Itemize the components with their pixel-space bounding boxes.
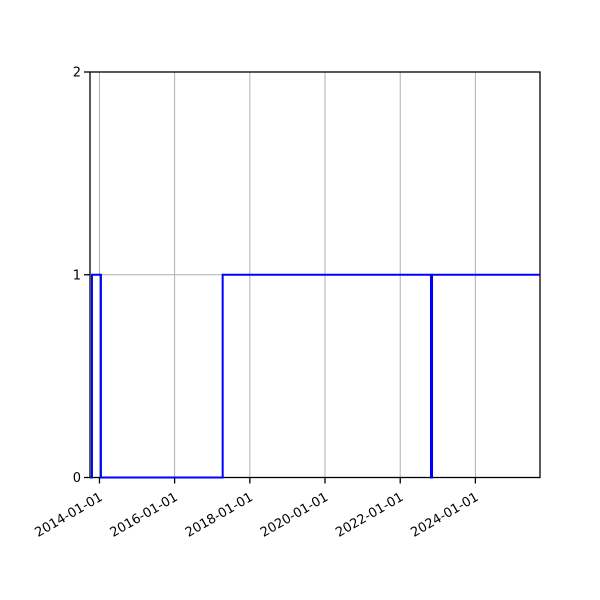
x-tick-label: 2018-01-01 <box>183 490 256 541</box>
x-tick-label: 2020-01-01 <box>258 490 331 541</box>
x-tick-label: 2014-01-01 <box>33 490 106 541</box>
x-tick-label: 2024-01-01 <box>408 490 481 541</box>
step-line <box>90 273 540 479</box>
y-tick-label: 1 <box>73 268 81 283</box>
x-tick-label: 2022-01-01 <box>333 490 406 541</box>
x-tick-label: 2016-01-01 <box>108 490 181 541</box>
y-tick-label: 0 <box>73 471 81 486</box>
y-tick-label: 2 <box>73 66 81 81</box>
